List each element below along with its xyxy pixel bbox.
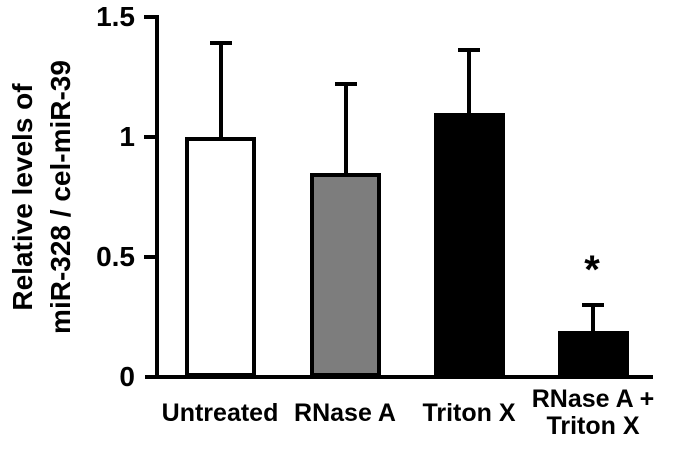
- error-bar-stem-triton-x: [467, 48, 471, 115]
- y-axis-title-line-1: Relative levels of: [7, 83, 38, 311]
- category-label-triton-x: Triton X: [422, 398, 516, 427]
- bar-rnase-a-triton-x: [557, 331, 629, 377]
- error-bar-cap-triton-x: [458, 48, 480, 53]
- error-bar-stem-rnase-a: [343, 81, 348, 175]
- bar-rnase-a: [310, 173, 381, 377]
- bar-triton-x: [433, 113, 505, 377]
- y-axis-line: [155, 15, 159, 379]
- category-label-untreated: Untreated: [161, 398, 279, 427]
- y-tick-mark-1_5: [144, 15, 157, 19]
- bar-untreated: [185, 137, 256, 377]
- error-bar-stem-untreated: [218, 41, 223, 139]
- significance-asterisk: *: [584, 248, 600, 292]
- y-tick-label-1_5: 1.5: [96, 1, 135, 32]
- y-tick-label-1: 1: [119, 121, 135, 152]
- category-label-rnase-a-triton-x: RNase A + Triton X: [531, 385, 655, 440]
- error-bar-stem-rnase-a-triton-x: [591, 302, 595, 334]
- y-axis-title-line-2: miR-328 / cel-miR-39: [45, 60, 76, 334]
- error-bar-cap-rnase-a: [334, 81, 357, 86]
- error-bar-cap-untreated: [209, 41, 232, 45]
- category-label-rnase-a: RNase A: [294, 398, 396, 427]
- error-bar-cap-rnase-a-triton-x: [582, 302, 604, 307]
- x-axis-line: [145, 375, 653, 379]
- y-tick-mark-0_5: [144, 255, 157, 259]
- y-tick-label-0_5: 0.5: [96, 241, 135, 272]
- y-axis-title: Relative levels of miR-328 / cel-miR-39: [4, 32, 80, 362]
- y-tick-mark-1: [144, 135, 157, 139]
- y-tick-label-0: 0: [119, 361, 135, 392]
